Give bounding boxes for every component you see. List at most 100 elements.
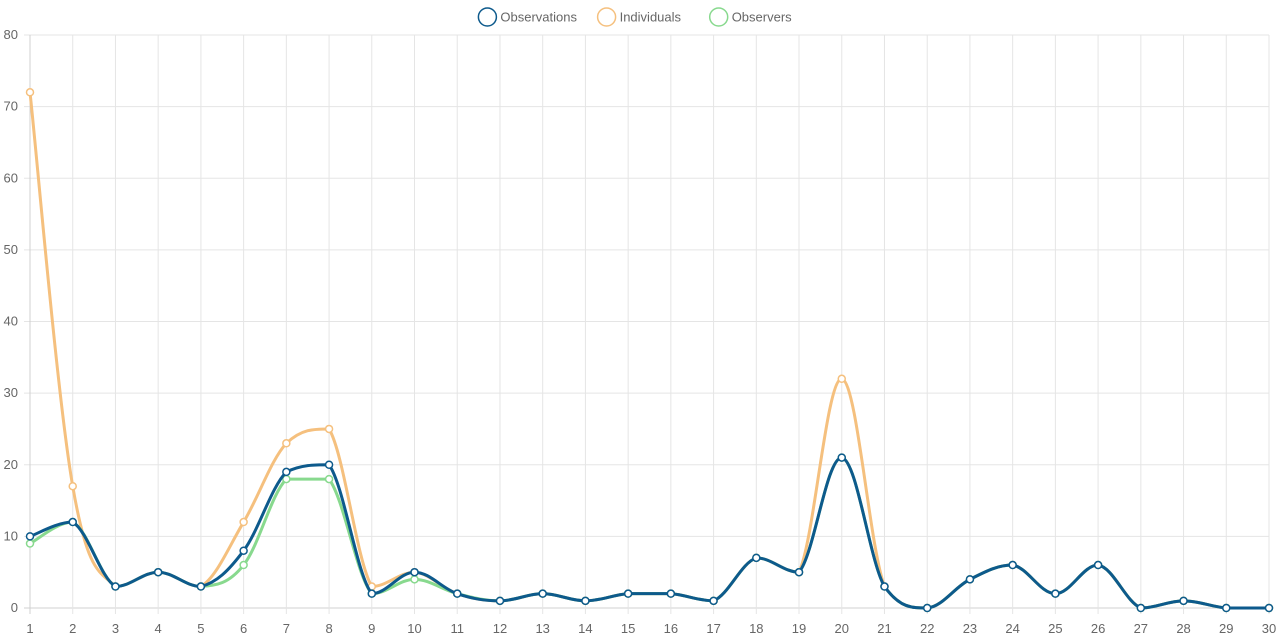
data-point-observations[interactable] <box>965 575 975 584</box>
x-tick-label: 2 <box>69 621 76 636</box>
data-point-observations[interactable] <box>1136 603 1146 613</box>
data-point-observers[interactable] <box>25 539 35 548</box>
data-point-observations[interactable] <box>666 589 676 598</box>
data-point-observations[interactable] <box>367 589 377 598</box>
x-tick-label: 13 <box>535 621 549 636</box>
data-point-observations[interactable] <box>1008 560 1017 570</box>
y-tick-label: 80 <box>4 27 18 42</box>
data-point-observations[interactable] <box>1093 560 1103 570</box>
y-tick-label: 10 <box>4 528 18 543</box>
x-tick-label: 27 <box>1134 621 1148 636</box>
y-tick-label: 20 <box>4 457 18 472</box>
data-point-observers[interactable] <box>410 575 419 584</box>
legend-label-observations: Observations <box>500 10 577 25</box>
x-tick-label: 1 <box>26 621 33 636</box>
data-point-observations[interactable] <box>623 589 633 598</box>
data-point-observations[interactable] <box>922 603 932 613</box>
x-tick-label: 3 <box>112 621 119 636</box>
legend-label-individuals: Individuals <box>620 10 682 25</box>
data-point-observations[interactable] <box>239 546 248 555</box>
data-point-observations[interactable] <box>25 532 35 541</box>
x-tick-label: 19 <box>792 621 806 636</box>
data-point-individuals[interactable] <box>282 439 291 448</box>
data-point-observations[interactable] <box>153 567 163 577</box>
x-tick-label: 15 <box>621 621 635 636</box>
x-tick-label: 6 <box>240 621 247 636</box>
y-tick-label: 70 <box>4 99 18 114</box>
x-tick-label: 28 <box>1176 621 1190 636</box>
x-tick-label: 11 <box>450 621 464 636</box>
x-tick-label: 14 <box>578 621 592 636</box>
data-point-observations[interactable] <box>1264 603 1274 613</box>
legend-item-individuals[interactable]: Individuals <box>596 7 682 27</box>
y-tick-label: 60 <box>4 170 18 185</box>
data-point-observations[interactable] <box>1051 589 1060 598</box>
x-tick-label: 18 <box>749 621 763 636</box>
x-tick-label: 21 <box>877 621 891 636</box>
data-point-individuals[interactable] <box>239 517 248 527</box>
legend: Observations Individuals Observers <box>477 7 792 27</box>
data-point-observations[interactable] <box>452 589 462 598</box>
data-point-individuals[interactable] <box>68 481 77 491</box>
data-point-observations[interactable] <box>68 517 77 527</box>
data-point-observations[interactable] <box>581 596 590 606</box>
y-axis: 0 10 20 30 40 50 60 70 80 <box>4 27 18 615</box>
x-tick-label: 12 <box>493 621 507 636</box>
x-tick-label: 10 <box>407 621 421 636</box>
data-point-observations[interactable] <box>324 460 334 469</box>
x-tick-label: 29 <box>1219 621 1233 636</box>
legend-item-observers[interactable]: Observers <box>708 7 792 27</box>
legend-item-observations[interactable]: Observations <box>477 7 577 27</box>
legend-marker-individuals <box>596 7 617 27</box>
x-tick-label: 5 <box>197 621 204 636</box>
series-line-individuals <box>28 90 1271 610</box>
x-axis: 1 2 3 4 5 6 7 8 9 10 11 12 13 14 15 16 17 18 19 20 21 22 23 24 2… <box>26 621 1276 636</box>
y-tick-label: 40 <box>4 314 18 329</box>
series-observations <box>25 453 1274 613</box>
data-point-observations[interactable] <box>752 553 761 563</box>
series-individuals <box>25 88 1274 613</box>
data-point-observations[interactable] <box>709 596 718 606</box>
x-tick-label: 26 <box>1091 621 1105 636</box>
x-tick-label: 24 <box>1005 621 1019 636</box>
data-point-observations[interactable] <box>282 467 291 477</box>
x-tick-label: 4 <box>155 621 162 636</box>
x-tick-label: 7 <box>283 621 290 636</box>
x-tick-label: 22 <box>920 621 934 636</box>
x-tick-label: 16 <box>664 621 678 636</box>
data-point-observations[interactable] <box>196 582 206 591</box>
data-point-individuals[interactable] <box>324 424 334 434</box>
series-line-observers <box>28 456 1271 610</box>
y-tick-label: 30 <box>4 385 18 400</box>
data-point-observations[interactable] <box>111 582 120 591</box>
data-point-observations[interactable] <box>837 453 847 462</box>
x-tick-label: 20 <box>835 621 849 636</box>
data-point-observers[interactable] <box>324 474 334 484</box>
y-tick-label: 50 <box>4 242 18 257</box>
data-point-observations[interactable] <box>794 567 804 577</box>
data-point-individuals[interactable] <box>837 374 847 384</box>
grid <box>24 34 1270 614</box>
legend-marker-observations <box>477 7 498 27</box>
data-point-observations[interactable] <box>410 567 419 577</box>
data-point-observations[interactable] <box>1179 596 1188 606</box>
x-tick-label: 30 <box>1262 621 1276 636</box>
data-point-observations[interactable] <box>1222 603 1231 613</box>
data-point-observers[interactable] <box>239 560 248 570</box>
data-point-observations[interactable] <box>880 582 889 591</box>
series-group <box>25 88 1274 613</box>
legend-label-observers: Observers <box>732 10 792 25</box>
data-point-observations[interactable] <box>538 589 547 598</box>
x-tick-label: 23 <box>963 621 977 636</box>
x-tick-label: 25 <box>1048 621 1062 636</box>
x-tick-label: 17 <box>706 621 720 636</box>
y-tick-label: 0 <box>11 600 18 615</box>
x-tick-label: 9 <box>368 621 375 636</box>
data-point-observations[interactable] <box>495 596 505 606</box>
x-tick-label: 8 <box>325 621 332 636</box>
series-observers <box>25 453 1274 613</box>
data-point-individuals[interactable] <box>25 88 35 97</box>
legend-marker-observers <box>708 7 729 27</box>
